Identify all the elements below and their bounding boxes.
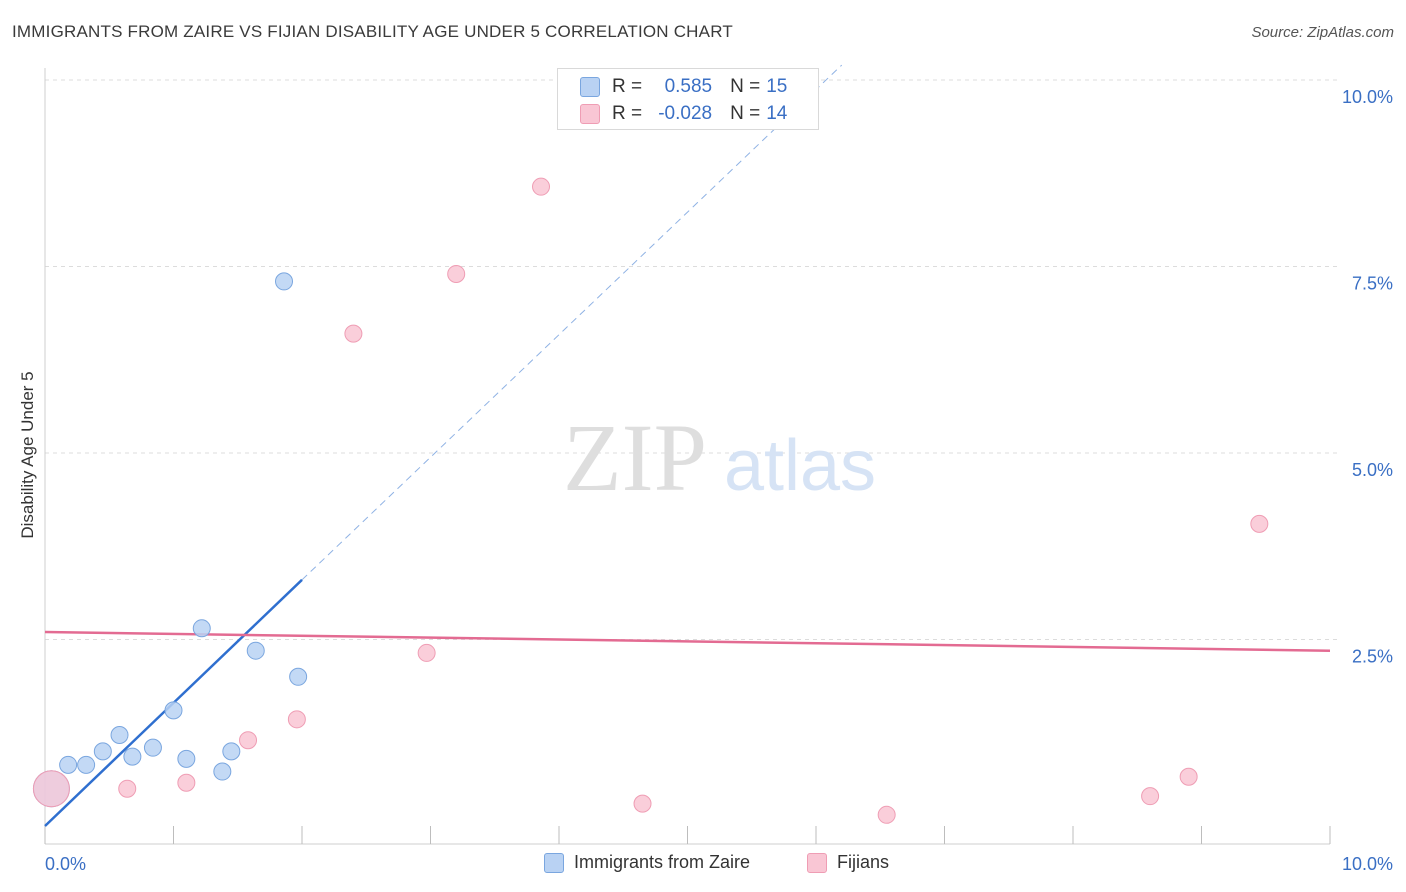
r-value: 0.585 [664,76,713,97]
zaire-point [77,755,96,774]
watermark-atlas: atlas [724,426,876,506]
y-tick-label: 7.5% [1352,274,1393,294]
grid-layer [45,79,1338,640]
y-tick-label: 2.5% [1352,647,1393,667]
legend-item-fijians: Fijians [807,852,889,873]
fijian-point [32,770,70,808]
fijian-point [1250,514,1269,533]
tick-label-layer: 2.5% 5.0% 7.5% 10.0% 0.0% 10.0% [45,87,1393,874]
chart-title: IMMIGRANTS FROM ZAIRE VS FIJIAN DISABILI… [12,22,733,41]
zaire-point [192,619,211,638]
watermark: ZIP atlas [563,404,876,511]
fijian-point [417,643,436,662]
fijian-trend-line [44,630,1331,652]
fijian-point [239,731,258,750]
fijian-point [447,264,466,283]
zaire-point [222,742,241,761]
stats-row-fijian: R = -0.028 N = 14 [580,102,787,126]
r-label: R = [612,103,643,124]
fijian-point [344,324,363,343]
zaire-point [246,641,265,660]
zaire-point [143,738,162,757]
fijian-point [1141,787,1160,806]
zaire-point [110,725,129,744]
n-label: N = [730,76,761,97]
r-label: R = [612,76,643,97]
fijian-point [1179,767,1198,786]
legend-label-zaire: Immigrants from Zaire [574,852,751,872]
y-tick-label: 10.0% [1342,87,1393,107]
fijians-legend-swatch [807,852,827,873]
legend-label-fijians: Fijians [837,852,890,872]
source-label: Source: ZipAtlas.com [1251,24,1394,41]
zaire-point [177,749,196,768]
fijian-point [877,805,896,824]
zaire-point [123,747,142,766]
r-value: -0.028 [658,103,713,124]
fijian-point [287,710,306,729]
x-tick-label: 0.0% [45,854,86,874]
zaire-swatch [580,77,600,97]
zaire-point [213,762,232,781]
fijian-point [633,794,652,813]
y-tick-label: 5.0% [1352,460,1393,480]
axes-layer [44,68,1331,845]
zaire-point [289,667,308,686]
zaire-point [275,272,294,291]
zaire-point [59,755,78,774]
fijian-swatch [580,104,600,124]
zaire-point [93,742,112,761]
n-label: N = [730,103,761,124]
series-legend: Immigrants from Zaire Fijians [0,852,1406,878]
n-value: 15 [766,76,788,97]
stats-legend: R = 0.585 N = 15 R = -0.028 N = 14 [557,68,819,130]
zaire-point [164,701,183,720]
zaire-legend-swatch [544,852,564,873]
zaire-trend-extension [301,64,843,581]
fijian-point [177,773,196,792]
x-tick-label: 10.0% [1342,854,1393,874]
fijian-point [118,779,137,798]
stats-row-zaire: R = 0.585 N = 15 [580,75,787,99]
watermark-zip: ZIP [563,404,707,511]
points-layer [32,177,1269,824]
legend-item-zaire: Immigrants from Zaire [544,852,750,873]
n-value: 14 [766,103,788,124]
fijian-point [532,177,551,196]
